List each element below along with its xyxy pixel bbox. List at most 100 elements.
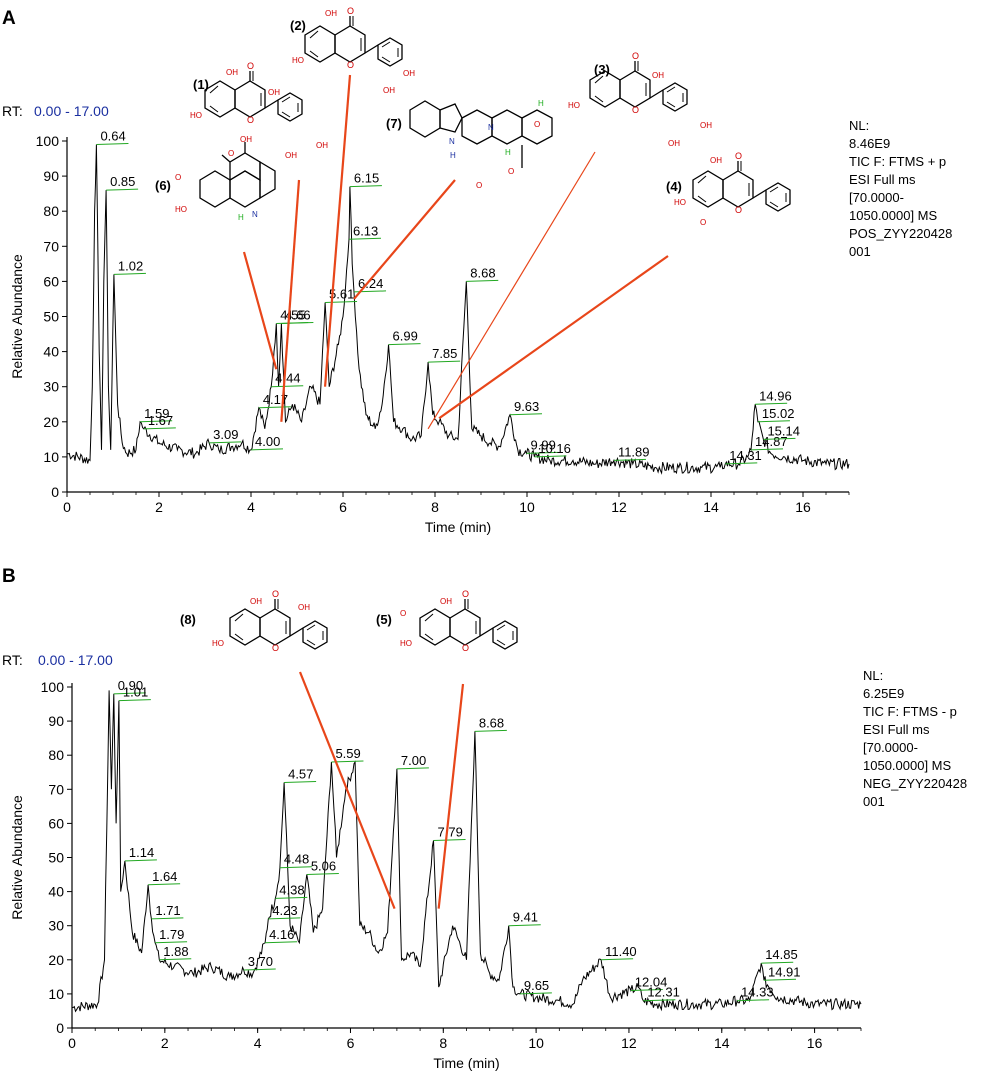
peak-label: 4.44 xyxy=(275,371,300,386)
peak-label: 1.79 xyxy=(159,927,184,942)
svg-text:HO: HO xyxy=(568,101,580,110)
peak-marker xyxy=(265,941,298,944)
x-tick-label: 0 xyxy=(68,1035,76,1051)
peak-marker xyxy=(508,924,541,927)
peak-label: 4.16 xyxy=(269,927,294,942)
peak-label: 0.64 xyxy=(100,129,125,144)
y-tick-label: 0 xyxy=(51,484,59,500)
peak-marker xyxy=(601,958,634,961)
svg-text:(5): (5) xyxy=(376,612,392,627)
peak-label: 4.38 xyxy=(279,882,304,897)
svg-text:O: O xyxy=(228,149,234,158)
y-tick-label: 20 xyxy=(43,414,59,430)
y-axis-label: Relative Abundance xyxy=(9,795,25,920)
peak-marker xyxy=(268,917,301,920)
peak-marker xyxy=(737,999,770,1002)
peak-marker xyxy=(148,883,181,886)
peak-marker xyxy=(613,458,646,461)
peak-marker xyxy=(306,873,339,876)
x-tick-label: 14 xyxy=(703,499,719,515)
svg-text:(3): (3) xyxy=(594,62,610,77)
y-tick-label: 30 xyxy=(48,918,64,934)
peak-label: 9.41 xyxy=(513,910,538,925)
y-tick-label: 50 xyxy=(48,850,64,866)
compound-leader-line xyxy=(438,255,669,420)
structure-4: (4) OH HO O xyxy=(666,150,791,227)
peak-marker xyxy=(509,413,542,416)
chromatogram-trace xyxy=(72,690,862,1013)
svg-text:(2): (2) xyxy=(290,18,306,33)
svg-text:OH: OH xyxy=(240,135,252,144)
compound-leader-line xyxy=(280,179,301,422)
peak-label: 7.79 xyxy=(438,824,463,839)
peak-label: 11.89 xyxy=(618,444,650,459)
svg-text:HO: HO xyxy=(400,639,412,648)
peak-marker xyxy=(118,699,151,702)
panel-a-info: NL: 8.46E9 TIC F: FTMS + p ESI Full ms [… xyxy=(849,118,956,259)
structure-6: (6) O OH O HO N H xyxy=(155,135,276,222)
svg-text:N: N xyxy=(252,210,258,219)
y-tick-label: 90 xyxy=(48,713,64,729)
svg-text:H: H xyxy=(538,99,544,108)
x-tick-label: 6 xyxy=(347,1035,355,1051)
peak-label: 5.06 xyxy=(311,859,336,874)
x-tick-label: 16 xyxy=(795,499,811,515)
peak-marker xyxy=(151,917,184,920)
x-tick-label: 10 xyxy=(519,499,535,515)
structure-1: (1) OH HO OH OH OH xyxy=(190,60,328,160)
peak-marker xyxy=(275,896,308,899)
y-tick-label: 40 xyxy=(43,344,59,360)
peak-marker xyxy=(474,729,507,732)
structure-2: (2) OH HO OH OH xyxy=(290,5,415,95)
peak-marker xyxy=(763,437,796,440)
y-tick-label: 20 xyxy=(48,952,64,968)
x-tick-label: 10 xyxy=(528,1035,544,1051)
peak-marker xyxy=(271,385,304,388)
peak-marker xyxy=(243,968,276,971)
svg-text:HO: HO xyxy=(292,56,304,65)
peak-label: 4.23 xyxy=(272,903,297,918)
svg-text:O: O xyxy=(534,120,540,129)
peak-label: 12.31 xyxy=(647,985,680,1000)
peak-marker xyxy=(124,859,157,862)
leader-lines-a xyxy=(242,74,669,430)
svg-text:HO: HO xyxy=(175,205,187,214)
peak-marker xyxy=(113,272,146,275)
peak-label: 9.63 xyxy=(514,399,539,414)
panel-b-letter: B xyxy=(2,566,16,587)
peak-label: 4.57 xyxy=(288,766,313,781)
peak-marker xyxy=(519,992,552,995)
peak-label: 4.48 xyxy=(284,852,309,867)
svg-text:HO: HO xyxy=(212,639,224,648)
structure-7: (7) N H N O O O H H xyxy=(386,99,553,190)
peak-marker xyxy=(209,441,242,444)
svg-text:N: N xyxy=(449,137,455,146)
svg-text:OH: OH xyxy=(403,69,415,78)
svg-text:H: H xyxy=(450,151,456,160)
peak-label: 1.02 xyxy=(118,258,143,273)
chart-b: 0 10 20 30 40 50 60 70 80 90 100 0 2 4 6 8 10 12 14 16 Time … xyxy=(9,678,862,1071)
compound-leader-line xyxy=(298,671,396,910)
svg-text:(1): (1) xyxy=(193,77,209,92)
peak-marker xyxy=(433,838,466,841)
peak-label: 8.68 xyxy=(479,715,504,730)
peak-marker xyxy=(761,961,794,964)
peak-label: 8.68 xyxy=(470,265,495,280)
svg-text:OH: OH xyxy=(668,139,680,148)
y-tick-label: 50 xyxy=(43,309,59,325)
peak-marker xyxy=(284,780,317,783)
structure-3: (3) HO OH OH OH xyxy=(568,50,712,148)
svg-text:O: O xyxy=(400,609,406,618)
peak-marker xyxy=(388,343,421,346)
x-axis-label: Time (min) xyxy=(433,1055,499,1071)
peak-marker xyxy=(281,322,314,325)
peak-marker xyxy=(751,448,784,451)
peak-marker xyxy=(757,420,790,423)
y-tick-label: 40 xyxy=(48,884,64,900)
svg-text:OH: OH xyxy=(226,68,238,77)
peak-label: 14.31 xyxy=(729,448,762,463)
peak-label: 5.59 xyxy=(335,746,360,761)
x-tick-label: 0 xyxy=(63,499,71,515)
peak-marker xyxy=(725,462,758,465)
x-tick-label: 2 xyxy=(155,499,163,515)
